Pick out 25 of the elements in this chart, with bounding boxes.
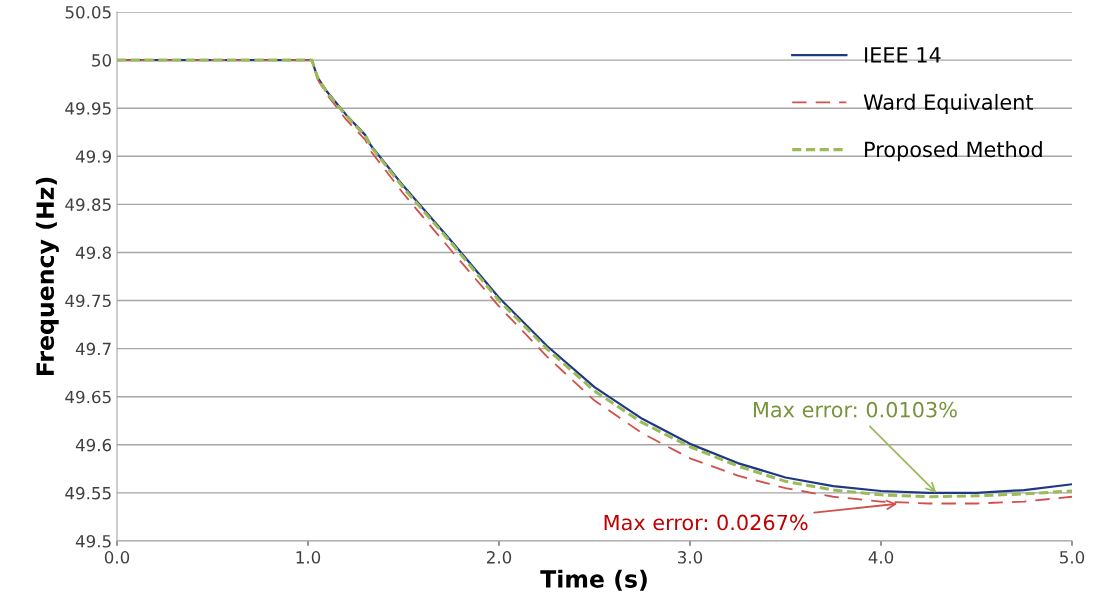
x-tick-label: 0.0: [104, 551, 130, 564]
y-tick-label: 49.95: [65, 102, 111, 115]
y-tick-label: 49.55: [65, 486, 111, 500]
y-tick-label: 49.5: [75, 534, 111, 548]
y-tick-label: 49.75: [65, 294, 111, 308]
y-tick-label: 50.05: [65, 5, 111, 19]
y-tick-label: 50: [92, 54, 112, 67]
y-tick-label: 49.6: [75, 438, 112, 452]
legend-label: Ward Equivalent: [863, 93, 1034, 115]
x-axis-title: Time (s): [540, 569, 647, 591]
y-tick-label: 49.65: [65, 390, 111, 404]
y-tick-label: 49.7: [75, 342, 111, 356]
legend-label: Proposed Method: [865, 141, 1042, 162]
legend-label: IEEE 14: [865, 47, 941, 63]
x-tick-label: 2.0: [486, 551, 512, 564]
x-tick-label: 1.0: [296, 551, 321, 564]
y-tick-label: 49.85: [65, 198, 111, 211]
y-tick-label: 49.8: [75, 246, 111, 260]
y-tick-label: 49.9: [75, 150, 111, 163]
y-axis-title: Frequency (Hz): [35, 177, 59, 376]
annotation: Max error: 0.0103%: [753, 401, 957, 418]
x-tick-label: 5.0: [1060, 551, 1085, 564]
x-tick-label: 3.0: [678, 551, 703, 564]
annotation: Max error: 0.0267%: [604, 514, 808, 531]
x-tick-label: 4.0: [868, 551, 894, 564]
